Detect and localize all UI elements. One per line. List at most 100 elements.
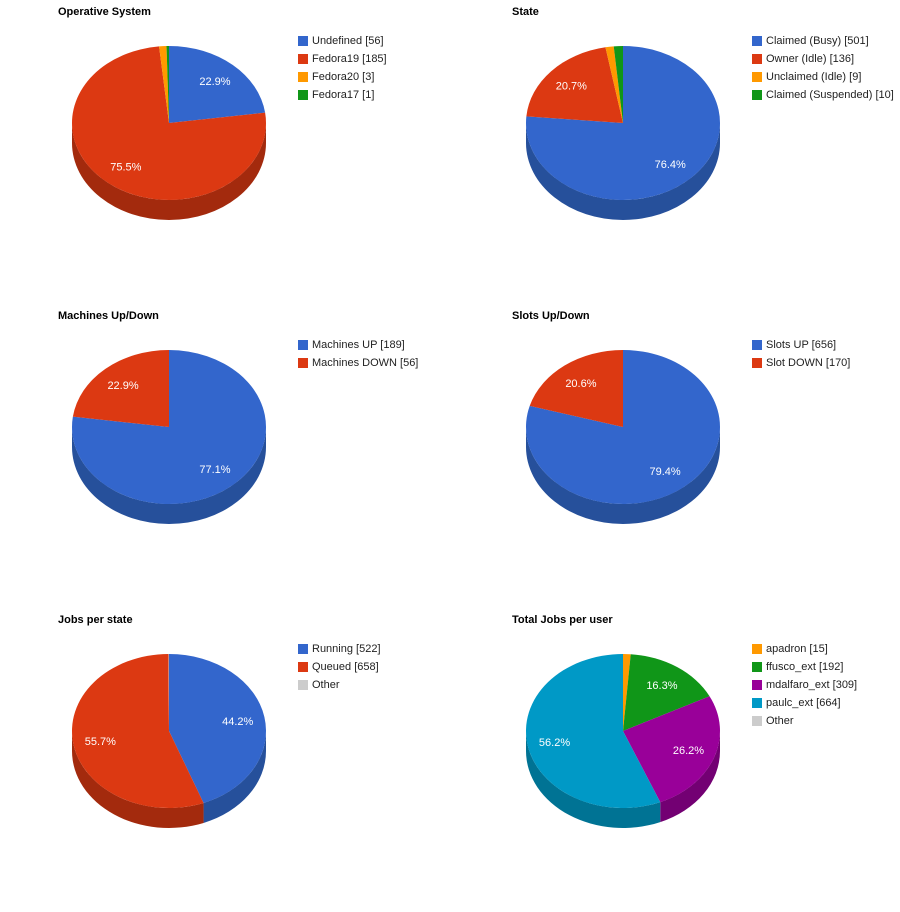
pie-side-slice — [526, 427, 720, 524]
slice-percent-label: 79.4% — [649, 466, 680, 478]
chart-jobs-per-state: Jobs per state 44.2% 55.7% Running [522] Q… — [0, 608, 450, 912]
legend-label: Machines DOWN [56] — [312, 357, 419, 369]
legend-swatch — [752, 680, 762, 690]
pie-slice — [526, 47, 623, 123]
legend-swatch — [298, 358, 308, 368]
legend-item: Fedora17 [1] — [298, 89, 448, 102]
legend-label: Queued [658] — [312, 661, 379, 673]
pie-side-slice — [203, 731, 266, 823]
legend: Running [522] Queued [658] Other — [298, 643, 448, 697]
legend-swatch — [752, 644, 762, 654]
legend-item: Fedora20 [3] — [298, 71, 448, 84]
pie-chart: 77.1% 22.9% — [71, 350, 266, 524]
slice-percent-label: 56.2% — [539, 737, 570, 749]
slice-percent-label: 26.2% — [673, 745, 704, 757]
slice-percent-label: 55.7% — [85, 736, 116, 748]
pie-chart: 76.4% 20.7% — [526, 46, 720, 220]
pie-side-slice — [72, 123, 266, 220]
legend-label: paulc_ext [664] — [766, 697, 841, 709]
pie-slice — [623, 654, 710, 731]
legend-label: Fedora17 [1] — [312, 89, 375, 101]
pie-slice — [529, 350, 623, 427]
pie-slice — [168, 654, 169, 731]
legend-swatch — [298, 90, 308, 100]
chart-slots-up-down: Slots Up/Down 79.4% 20.6% Slots UP [656] S… — [454, 304, 900, 608]
slice-percent-label: 76.4% — [655, 159, 686, 171]
slice-percent-label: 77.1% — [199, 464, 230, 476]
legend-item: mdalfaro_ext [309] — [752, 679, 900, 692]
legend-label: Fedora19 [185] — [312, 53, 387, 65]
legend-item: Owner (Idle) [136] — [752, 53, 900, 66]
legend-label: Other — [312, 679, 340, 691]
pie-slice — [72, 654, 204, 808]
slice-percent-label: 20.6% — [565, 378, 596, 390]
legend-label: apadron [15] — [766, 643, 828, 655]
legend-label: Slots UP [656] — [766, 339, 837, 351]
pie-slice — [72, 350, 169, 427]
legend-swatch — [298, 644, 308, 654]
chart-title: State — [512, 6, 539, 18]
legend-label: Owner (Idle) [136] — [766, 53, 855, 65]
chart-state: State 76.4% 20.7% Claimed (Busy) [501] Own… — [454, 0, 900, 304]
chart-title: Operative System — [58, 6, 151, 18]
legend-item: Undefined [56] — [298, 35, 448, 48]
legend-swatch — [752, 36, 762, 46]
legend-swatch — [298, 340, 308, 350]
pie-slice — [623, 654, 631, 731]
legend-item: ffusco_ext [192] — [752, 661, 900, 674]
legend-label: Slot DOWN [170] — [766, 357, 851, 369]
pie-side-slice — [526, 731, 661, 828]
legend-swatch — [298, 72, 308, 82]
slice-percent-label: 22.9% — [199, 76, 230, 88]
pie-slice — [613, 46, 623, 123]
chart-operative-system: Operative System 22.9% 75.5% Undefined [5… — [0, 0, 450, 304]
legend-swatch — [752, 662, 762, 672]
legend-item: apadron [15] — [752, 643, 900, 656]
legend-swatch — [752, 72, 762, 82]
chart-title: Slots Up/Down — [512, 310, 590, 322]
pie-slice — [526, 654, 661, 808]
legend-label: Claimed (Busy) [501] — [766, 35, 869, 47]
legend-label: Machines UP [189] — [312, 339, 405, 351]
legend-item: Slot DOWN [170] — [752, 357, 900, 370]
chart-machines-up-down: Machines Up/Down 77.1% 22.9% Machines UP … — [0, 304, 450, 608]
pie-chart: 16.3% 26.2% 56.2% — [526, 654, 720, 828]
legend-item: Claimed (Busy) [501] — [752, 35, 900, 48]
legend-label: Fedora20 [3] — [312, 71, 375, 83]
pie-side-slice — [72, 731, 204, 828]
legend-label: ffusco_ext [192] — [766, 661, 844, 673]
legend-swatch — [752, 698, 762, 708]
chart-title: Machines Up/Down — [58, 310, 159, 322]
pie-side-slice — [526, 123, 720, 220]
legend: Claimed (Busy) [501] Owner (Idle) [136] Un… — [752, 35, 900, 107]
pie-chart: 79.4% 20.6% — [526, 350, 720, 524]
pie-slice — [623, 696, 720, 803]
legend-label: Undefined [56] — [312, 35, 384, 47]
pie-slice — [169, 654, 267, 803]
chart-title: Jobs per state — [58, 614, 133, 626]
legend-item: Claimed (Suspended) [10] — [752, 89, 900, 102]
pie-slice — [72, 46, 266, 200]
legend-swatch — [298, 54, 308, 64]
pie-side-slice — [660, 731, 720, 823]
legend-label: mdalfaro_ext [309] — [766, 679, 858, 691]
legend-swatch — [752, 358, 762, 368]
chart-total-jobs-per-user: Total Jobs per user 16.3% 26.2% 56.2% apad… — [454, 608, 900, 912]
legend-label: Other — [766, 715, 794, 727]
legend: Slots UP [656] Slot DOWN [170] — [752, 339, 900, 375]
legend: apadron [15] ffusco_ext [192] mdalfaro_ext… — [752, 643, 900, 733]
legend: Machines UP [189] Machines DOWN [56] — [298, 339, 448, 375]
slice-percent-label: 44.2% — [222, 716, 253, 728]
legend-item: Fedora19 [185] — [298, 53, 448, 66]
legend-item: Machines UP [189] — [298, 339, 448, 352]
pie-slice — [526, 46, 720, 201]
slice-percent-label: 75.5% — [110, 162, 141, 174]
legend-swatch — [298, 680, 308, 690]
legend: Undefined [56] Fedora19 [185] Fedora20 [3]… — [298, 35, 448, 107]
legend-label: Claimed (Suspended) [10] — [766, 89, 894, 101]
pie-slice — [166, 46, 169, 123]
slice-percent-label: 22.9% — [107, 380, 138, 392]
legend-item: Unclaimed (Idle) [9] — [752, 71, 900, 84]
pie-chart: 22.9% 75.5% — [72, 46, 266, 220]
pie-chart: 44.2% 55.7% — [72, 654, 267, 828]
